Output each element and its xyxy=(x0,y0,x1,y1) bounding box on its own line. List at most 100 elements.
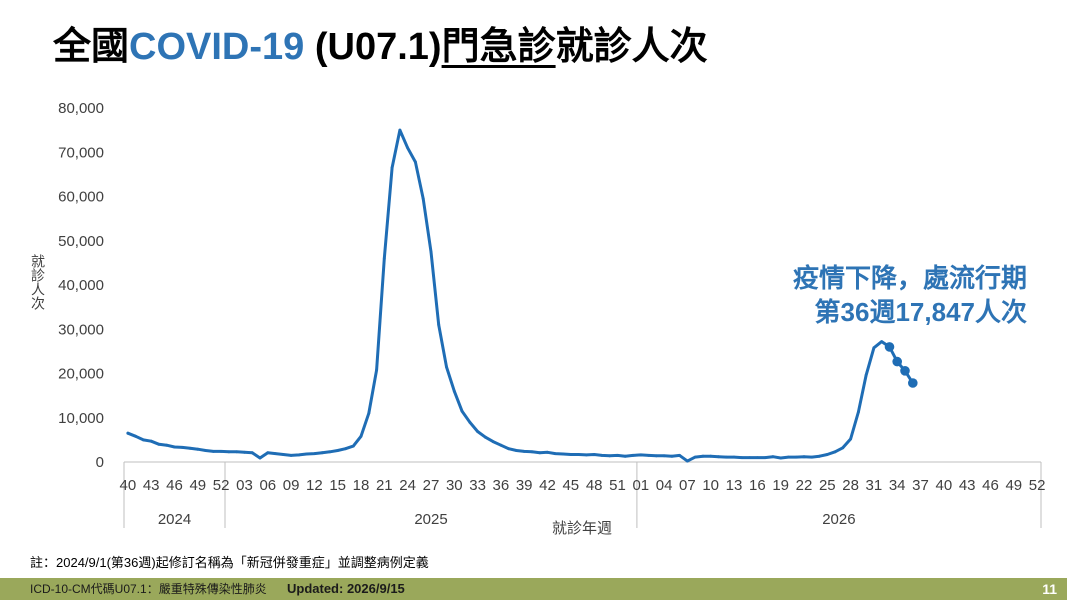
x-tick-label: 19 xyxy=(772,477,789,494)
x-tick-label: 36 xyxy=(493,477,510,494)
y-tick-label: 70,000 xyxy=(58,144,104,161)
data-point xyxy=(678,454,681,457)
data-point xyxy=(320,451,324,455)
data-point xyxy=(266,451,270,455)
data-point xyxy=(274,452,277,455)
x-tick-label: 03 xyxy=(236,477,253,494)
data-point xyxy=(693,455,697,459)
x-tick-label: 28 xyxy=(842,477,859,494)
data-point xyxy=(452,389,456,393)
footer-bar: ICD-10-CM代碼U07.1：嚴重特殊傳染性肺炎 Updated: 2026… xyxy=(0,578,1067,600)
x-axis-title: 就診年週 xyxy=(551,520,612,537)
data-point xyxy=(522,450,526,453)
x-tick-label: 07 xyxy=(679,477,696,494)
y-axis-title: 就診人次 xyxy=(30,254,46,310)
footer-updated-date: Updated: 2026/9/15 xyxy=(287,581,405,596)
data-point xyxy=(297,453,301,457)
data-point xyxy=(841,446,845,450)
x-tick-label: 27 xyxy=(423,477,440,494)
x-tick-label: 43 xyxy=(959,477,976,494)
x-tick-label: 12 xyxy=(306,477,323,494)
data-point xyxy=(538,451,542,455)
data-point xyxy=(468,420,472,424)
data-point xyxy=(173,445,176,449)
data-point xyxy=(561,452,565,456)
data-point xyxy=(126,431,130,435)
data-point xyxy=(763,456,767,459)
title-text: 全國 xyxy=(53,26,130,68)
x-tick-label: 46 xyxy=(166,477,183,494)
data-point xyxy=(390,166,394,170)
x-tick-label: 42 xyxy=(539,477,556,494)
x-tick-label: 37 xyxy=(912,477,929,494)
data-point xyxy=(585,453,588,457)
data-point xyxy=(670,454,674,458)
data-point xyxy=(227,450,231,454)
data-point xyxy=(600,454,604,457)
x-tick-label: 49 xyxy=(189,477,206,494)
data-point xyxy=(476,430,479,433)
x-tick-label: 40 xyxy=(120,477,137,494)
x-tick-label: 16 xyxy=(749,477,766,494)
data-point xyxy=(592,453,596,456)
data-point xyxy=(569,453,573,456)
y-tick-label: 20,000 xyxy=(58,366,104,383)
data-point-marker xyxy=(892,356,902,367)
data-point xyxy=(460,409,464,413)
data-point xyxy=(701,454,705,458)
x-tick-label: 10 xyxy=(702,477,719,494)
x-tick-label: 18 xyxy=(353,477,370,494)
x-tick-label: 33 xyxy=(469,477,486,494)
page-number: 11 xyxy=(1042,581,1057,597)
x-tick-label: 40 xyxy=(936,477,953,494)
data-point xyxy=(553,452,557,455)
data-point xyxy=(732,455,736,459)
data-point xyxy=(149,439,153,443)
data-point xyxy=(515,449,518,452)
data-point xyxy=(872,346,876,350)
title-code: (U07.1) xyxy=(304,26,442,68)
annotation-line-2: 第36週17,847人次 xyxy=(814,297,1027,327)
data-point xyxy=(359,434,363,438)
x-tick-label: 24 xyxy=(399,477,416,494)
x-tick-label: 43 xyxy=(143,477,160,494)
data-point xyxy=(577,453,580,456)
data-point-marker xyxy=(900,366,910,376)
data-point xyxy=(654,454,658,458)
data-point xyxy=(344,447,347,451)
data-point xyxy=(864,373,868,377)
data-point xyxy=(530,450,534,454)
x-tick-label: 22 xyxy=(796,477,813,494)
data-point xyxy=(180,446,184,449)
x-tick-label: 25 xyxy=(819,477,836,494)
title-metric: 就診人次 xyxy=(555,26,708,68)
title-disease-name: COVID-19 xyxy=(129,26,305,68)
x-tick-label: 01 xyxy=(632,477,649,494)
data-point xyxy=(662,454,666,458)
data-point xyxy=(880,340,884,343)
line-chart: 80,000 70,000 60,000 50,000 40,000 30,000 20,0… xyxy=(58,100,1045,528)
data-point xyxy=(445,365,448,369)
chart-annotation: 疫情下降，處流行期 第36週17,847人次 xyxy=(793,261,1027,329)
data-point xyxy=(740,456,744,459)
x-tick-label: 51 xyxy=(609,477,626,494)
data-point xyxy=(771,455,775,459)
data-point xyxy=(437,323,441,327)
y-tick-label: 60,000 xyxy=(58,189,104,206)
x-tick-label: 31 xyxy=(866,477,883,494)
data-point xyxy=(421,197,425,201)
data-point xyxy=(825,453,829,456)
data-point xyxy=(647,454,650,457)
data-point xyxy=(351,444,355,448)
data-point xyxy=(165,443,169,447)
data-point xyxy=(748,456,751,459)
y-tick-label: 80,000 xyxy=(58,100,104,117)
data-point xyxy=(484,435,487,439)
data-point xyxy=(631,454,635,457)
data-point xyxy=(546,450,549,454)
data-point xyxy=(623,454,627,458)
data-point xyxy=(313,452,316,455)
data-point xyxy=(406,146,409,150)
data-point xyxy=(398,128,402,132)
data-point xyxy=(212,450,215,453)
